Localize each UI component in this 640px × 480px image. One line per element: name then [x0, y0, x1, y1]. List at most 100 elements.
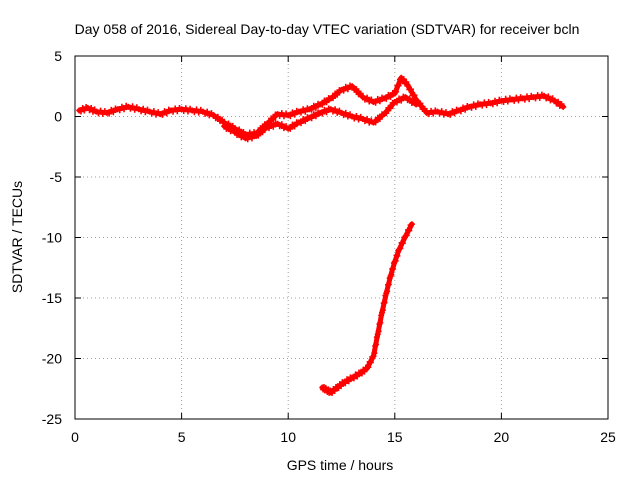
data-point: [259, 129, 266, 136]
data-point: [255, 132, 262, 139]
data-point: [397, 245, 404, 252]
data-point: [270, 116, 277, 123]
data-point: [248, 135, 255, 142]
data-point: [121, 106, 128, 113]
data-point: [338, 383, 345, 390]
data-point: [504, 98, 511, 105]
data-point: [291, 123, 298, 130]
data-point: [387, 93, 394, 100]
data-point: [371, 350, 378, 357]
data-point: [526, 96, 533, 103]
y-tick-label: -10: [42, 230, 62, 246]
x-tick-label: 10: [280, 429, 296, 445]
y-tick-label: -20: [42, 351, 62, 367]
data-point: [408, 221, 415, 228]
data-point: [129, 103, 136, 110]
data-point: [380, 300, 387, 307]
data-point: [438, 108, 445, 115]
x-tick-label: 25: [600, 429, 616, 445]
data-point: [378, 312, 385, 319]
data-points: [76, 74, 567, 396]
data-point: [372, 119, 379, 126]
data-point: [483, 102, 490, 109]
data-point: [225, 124, 232, 131]
data-point: [319, 110, 326, 117]
data-point: [270, 123, 277, 130]
data-point: [364, 115, 371, 122]
chart-title: Day 058 of 2016, Sidereal Day-to-day VTE…: [75, 21, 580, 37]
series-main: [76, 74, 567, 139]
data-point: [383, 95, 390, 102]
data-point: [399, 240, 406, 247]
data-point: [106, 110, 113, 117]
data-point: [515, 97, 522, 104]
data-point: [344, 86, 351, 93]
data-point: [494, 100, 501, 107]
data-point: [297, 120, 304, 127]
data-point: [361, 368, 368, 375]
data-point: [451, 110, 458, 117]
data-point: [323, 99, 330, 106]
data-point: [377, 319, 384, 326]
data-point: [404, 82, 411, 89]
data-point: [174, 108, 181, 115]
data-point: [472, 103, 479, 110]
data-point: [116, 107, 123, 114]
data-point: [468, 104, 475, 111]
series-lower: [221, 93, 420, 143]
data-point: [406, 227, 413, 234]
data-point: [375, 328, 382, 335]
series-descent: [319, 221, 415, 396]
data-point: [392, 257, 399, 264]
data-point: [489, 101, 496, 108]
series-band: [76, 75, 566, 138]
data-point: [308, 106, 315, 113]
data-point: [430, 110, 437, 117]
x-tick-label: 0: [71, 429, 79, 445]
data-point: [88, 104, 95, 111]
data-point: [312, 113, 319, 120]
data-point: [319, 101, 326, 108]
data-point: [384, 288, 391, 295]
y-tick-label: -5: [50, 169, 63, 185]
data-point: [342, 380, 349, 387]
data-point: [536, 94, 543, 101]
data-point: [447, 111, 454, 118]
data-point: [462, 106, 469, 113]
data-point: [373, 334, 380, 341]
data-point: [387, 105, 394, 112]
data-point: [388, 271, 395, 278]
x-axis-label: GPS time / hours: [287, 457, 394, 473]
data-point: [379, 307, 386, 314]
data-point: [340, 87, 347, 94]
data-point: [394, 252, 401, 259]
y-tick-label: -25: [42, 411, 62, 427]
data-point: [357, 90, 364, 97]
data-point: [376, 115, 383, 122]
data-point: [150, 108, 157, 115]
data-point: [349, 83, 356, 90]
y-tick-label: -15: [42, 290, 62, 306]
data-point: [391, 258, 398, 265]
data-point: [393, 99, 400, 106]
data-point: [372, 99, 379, 106]
data-point: [376, 98, 383, 105]
data-point: [367, 359, 374, 366]
y-tick-label: 5: [54, 48, 62, 64]
data-point: [421, 105, 428, 112]
data-point: [408, 86, 415, 93]
data-point: [457, 108, 464, 115]
data-point: [110, 109, 117, 116]
data-point: [406, 95, 413, 102]
data-point: [374, 331, 381, 338]
data-point: [236, 130, 243, 137]
data-point: [413, 101, 420, 108]
data-point: [287, 113, 294, 120]
y-axis-label: SDTVAR / TECUs: [9, 181, 25, 293]
data-point: [545, 93, 552, 100]
data-point: [323, 109, 330, 116]
data-point: [329, 95, 336, 102]
data-point: [403, 232, 410, 239]
data-point: [308, 115, 315, 122]
